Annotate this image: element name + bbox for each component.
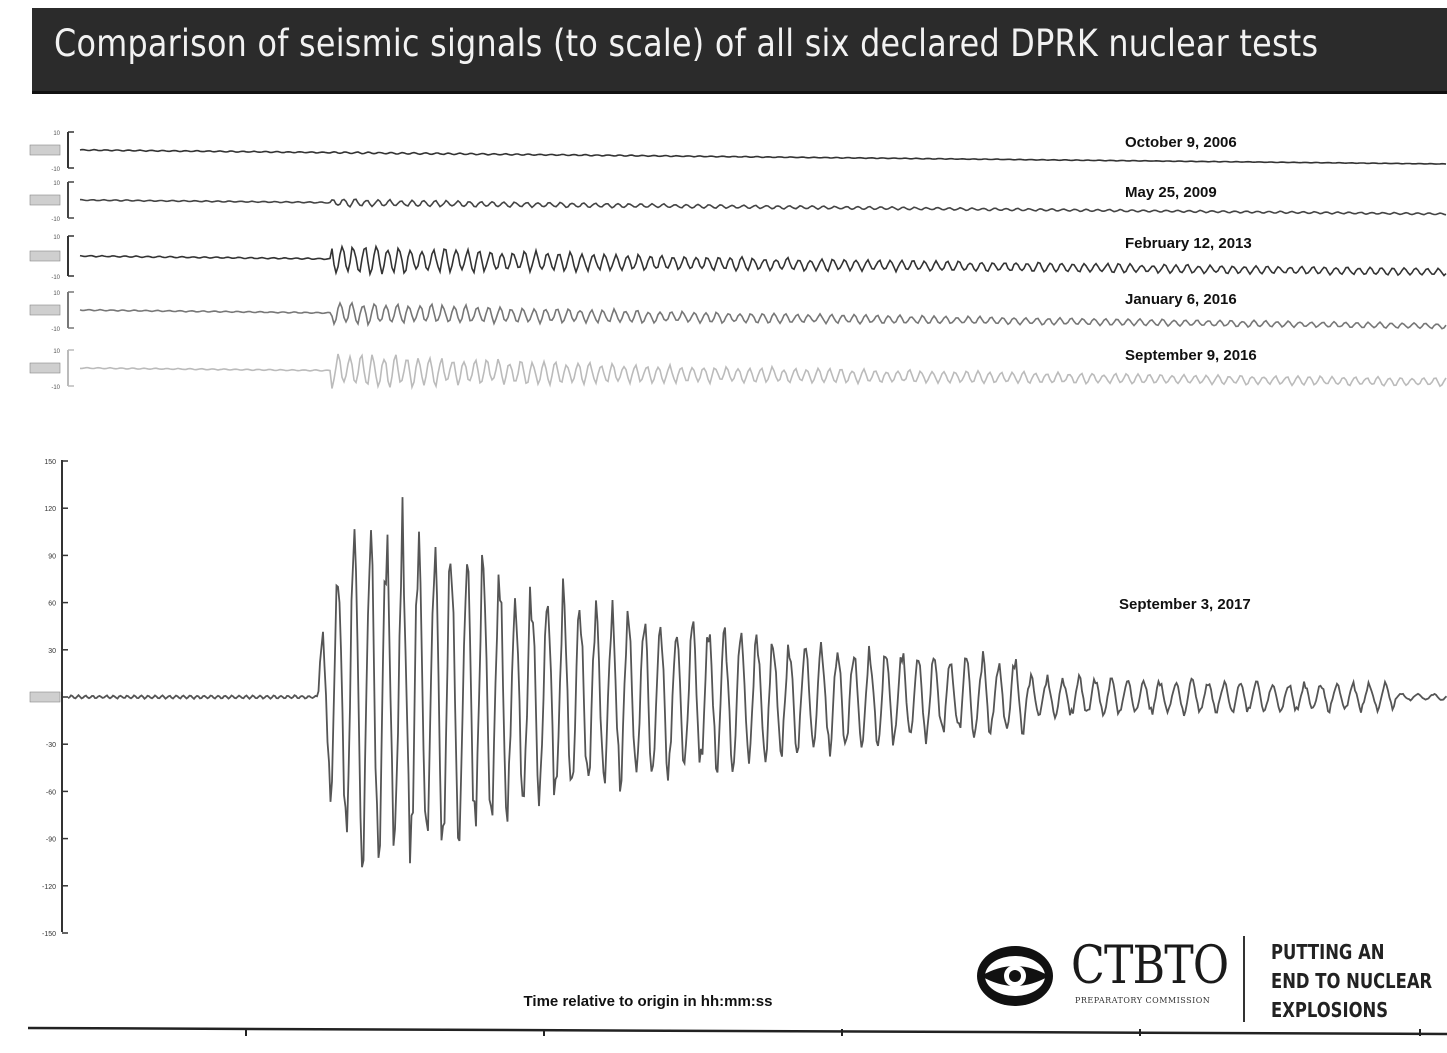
station-marker-0 <box>29 144 61 156</box>
y-tick-label-0-min: -10 <box>51 167 60 173</box>
tagline-line-1: PUTTING AN <box>1271 940 1385 964</box>
ctbto-emblem-icon <box>977 946 1053 1006</box>
y-tick-label-2-min: -10 <box>51 275 60 281</box>
trace-5 <box>67 497 1447 868</box>
y-tick-label-1-max: 10 <box>53 181 60 187</box>
y-tick-label-1-min: -10 <box>51 217 60 223</box>
y-tick-label-3-min: -10 <box>51 327 60 333</box>
trace-2 <box>79 244 1447 278</box>
station-marker-1 <box>29 194 61 206</box>
logo-subtitle: PREPARATORY COMMISSION <box>1075 996 1211 1005</box>
y-tick-label-large-10: -150 <box>42 931 56 938</box>
series-label-1: May 25, 2009 <box>1125 184 1217 201</box>
trace-0 <box>79 148 1447 165</box>
logo-name: CTBTO <box>1071 936 1229 996</box>
trace-4 <box>80 353 1447 391</box>
series-label-3: January 6, 2016 <box>1125 291 1237 308</box>
series-label-2: February 12, 2013 <box>1125 235 1252 252</box>
y-tick-label-large-6: -30 <box>46 742 56 749</box>
series-label-4: September 9, 2016 <box>1125 347 1257 364</box>
station-marker-5 <box>29 691 61 703</box>
title-bar: Comparison of seismic signals (to scale)… <box>32 8 1447 94</box>
y-tick-label-4-max: 10 <box>53 349 60 355</box>
y-tick-label-large-0: 150 <box>44 459 56 466</box>
series-label-5: September 3, 2017 <box>1119 596 1251 613</box>
station-marker-3 <box>29 304 61 316</box>
ctbto-logo: CTBTO PREPARATORY COMMISSION PUTTING AN … <box>975 930 1447 1030</box>
chart-title: Comparison of seismic signals (to scale)… <box>54 22 1319 65</box>
y-tick-label-large-7: -60 <box>46 789 56 796</box>
station-marker-2 <box>29 250 61 262</box>
tagline-line-3: EXPLOSIONS <box>1271 998 1389 1022</box>
y-tick-label-0-max: 10 <box>53 131 60 137</box>
series-label-0: October 9, 2006 <box>1125 134 1237 151</box>
y-tick-label-large-2: 90 <box>48 553 56 560</box>
y-tick-label-large-3: 60 <box>48 601 56 608</box>
logo-tagline: PUTTING AN END TO NUCLEAR EXPLOSIONS <box>1271 938 1432 1025</box>
trace-1 <box>79 198 1447 216</box>
trace-3 <box>79 301 1447 330</box>
y-tick-label-4-min: -10 <box>51 385 60 391</box>
logo-divider <box>1243 936 1245 1022</box>
tagline-line-2: END TO NUCLEAR <box>1271 969 1433 993</box>
x-axis-label: Time relative to origin in hh:mm:ss <box>524 993 773 1010</box>
y-tick-label-3-max: 10 <box>53 291 60 297</box>
y-tick-label-large-4: 30 <box>48 648 56 655</box>
station-marker-4 <box>29 362 61 374</box>
y-tick-label-2-max: 10 <box>53 235 60 241</box>
y-tick-label-large-1: 120 <box>44 506 56 513</box>
y-tick-label-large-8: -90 <box>46 837 56 844</box>
y-tick-label-large-9: -120 <box>42 884 56 891</box>
x-axis <box>27 1026 1447 1036</box>
